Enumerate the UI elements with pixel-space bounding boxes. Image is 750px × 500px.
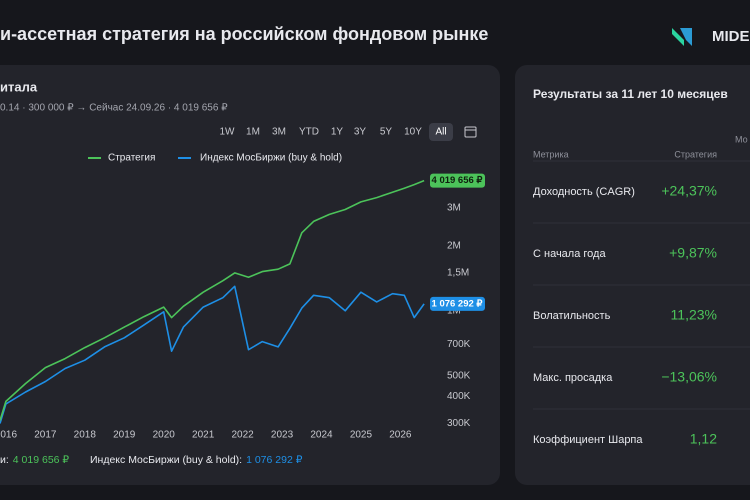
series-line [0, 285, 425, 424]
y-tick-label: 1,5M [447, 267, 469, 278]
metric-label: Доходность (CAGR) [533, 186, 635, 198]
logo-icon [672, 28, 684, 46]
x-tick-label: 2024 [310, 430, 333, 441]
footer-value: 4 019 656 ₽ [13, 454, 70, 466]
range-button[interactable]: YTD [299, 127, 319, 138]
metric-label: Макс. просадка [533, 372, 613, 384]
column-header: Мо [735, 134, 748, 144]
x-tick-label: 2017 [34, 430, 57, 441]
results-panel [515, 65, 750, 485]
range-button[interactable]: 1Y [331, 127, 344, 138]
legend-label: Стратегия [108, 153, 155, 164]
y-tick-label: 1M [447, 305, 461, 316]
metric-label: С начала года [533, 248, 606, 260]
plot-area [0, 179, 425, 424]
x-tick-label: 2022 [231, 430, 254, 441]
metric-value: −13,06% [661, 369, 717, 385]
x-tick-label: 2019 [113, 430, 136, 441]
x-tick-label: 2023 [271, 430, 294, 441]
range-button[interactable]: 1M [246, 127, 260, 138]
logo-icon [680, 28, 692, 46]
calendar-icon[interactable] [464, 126, 477, 138]
x-tick-label: 2025 [350, 430, 373, 441]
x-tick-label: 2026 [389, 430, 412, 441]
metric-value: 1,12 [690, 431, 717, 447]
x-tick-label: 2021 [192, 430, 215, 441]
metric-label: Коэффициент Шарпа [533, 434, 643, 446]
panel-subtitle: 0.14 · 300 000 ₽ → Сейчас 24.09.26 · 4 0… [0, 103, 228, 114]
range-button[interactable]: 3M [272, 127, 286, 138]
value-badge [430, 296, 485, 311]
logo: MIDE [672, 28, 750, 46]
range-button[interactable]: 10Y [404, 127, 422, 138]
panel-title: итала [0, 79, 38, 94]
range-button-active[interactable] [429, 123, 453, 141]
footer-label: и: [0, 454, 9, 466]
y-tick-label: 300K [447, 418, 471, 429]
range-button[interactable]: 3Y [354, 127, 367, 138]
column-header: Метрика [533, 149, 569, 159]
calendar-icon[interactable] [464, 126, 477, 138]
footer-value: 1 076 292 ₽ [246, 454, 303, 466]
footer-label: Индекс МосБиржи (buy & hold): [90, 454, 242, 466]
column-header: Стратегия [674, 149, 717, 159]
y-tick-label: 700K [447, 339, 471, 350]
y-tick-label: 500K [447, 370, 471, 381]
x-tick-label: 2020 [153, 430, 176, 441]
metric-value: +24,37% [661, 183, 717, 199]
x-tick-label: 2018 [74, 430, 97, 441]
y-tick-label: 3M [447, 203, 461, 214]
results-title: Результаты за 11 лет 10 месяцев [533, 87, 728, 101]
series-line [0, 179, 425, 421]
y-tick-label: 400K [447, 391, 471, 402]
logo-text: MIDE [712, 28, 750, 45]
range-button[interactable]: 1W [220, 127, 236, 138]
metric-value: +9,87% [669, 245, 717, 261]
y-tick-label: 2M [447, 241, 461, 252]
value-label: 4 019 656 ₽ [432, 175, 484, 186]
value-badge [430, 173, 485, 188]
metric-value: 11,23% [671, 307, 717, 323]
value-label: 1 076 292 ₽ [432, 298, 484, 309]
page-title: и-ассетная стратегия на российском фондо… [0, 24, 488, 44]
range-button[interactable]: 5Y [380, 127, 393, 138]
x-tick-label: 2016 [0, 430, 17, 441]
range-button[interactable]: All [435, 127, 446, 138]
chart-panel [0, 65, 500, 485]
legend-label: Индекс МосБиржи (buy & hold) [200, 153, 342, 164]
metric-label: Волатильность [533, 310, 611, 322]
